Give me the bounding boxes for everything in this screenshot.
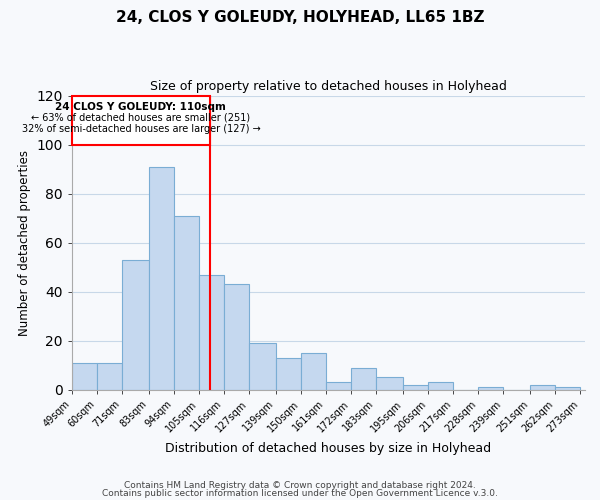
Bar xyxy=(301,353,326,390)
Bar xyxy=(276,358,301,390)
Bar xyxy=(71,96,210,144)
Text: 24, CLOS Y GOLEUDY, HOLYHEAD, LL65 1BZ: 24, CLOS Y GOLEUDY, HOLYHEAD, LL65 1BZ xyxy=(116,10,484,25)
Text: Contains public sector information licensed under the Open Government Licence v.: Contains public sector information licen… xyxy=(102,488,498,498)
Bar xyxy=(71,363,97,390)
Text: Contains HM Land Registry data © Crown copyright and database right 2024.: Contains HM Land Registry data © Crown c… xyxy=(124,481,476,490)
Bar xyxy=(403,385,428,390)
Bar xyxy=(556,388,580,390)
Text: 32% of semi-detached houses are larger (127) →: 32% of semi-detached houses are larger (… xyxy=(22,124,260,134)
Bar xyxy=(428,382,453,390)
Bar xyxy=(149,166,174,390)
Bar xyxy=(97,363,122,390)
X-axis label: Distribution of detached houses by size in Holyhead: Distribution of detached houses by size … xyxy=(165,442,491,455)
Bar xyxy=(376,378,403,390)
Text: ← 63% of detached houses are smaller (251): ← 63% of detached houses are smaller (25… xyxy=(31,112,250,122)
Bar xyxy=(224,284,249,390)
Bar xyxy=(174,216,199,390)
Bar xyxy=(326,382,351,390)
Bar xyxy=(122,260,149,390)
Y-axis label: Number of detached properties: Number of detached properties xyxy=(17,150,31,336)
Bar xyxy=(199,274,224,390)
Bar xyxy=(478,388,503,390)
Bar xyxy=(249,343,276,390)
Bar xyxy=(530,385,556,390)
Text: 24 CLOS Y GOLEUDY: 110sqm: 24 CLOS Y GOLEUDY: 110sqm xyxy=(55,102,226,112)
Title: Size of property relative to detached houses in Holyhead: Size of property relative to detached ho… xyxy=(150,80,507,93)
Bar xyxy=(351,368,376,390)
